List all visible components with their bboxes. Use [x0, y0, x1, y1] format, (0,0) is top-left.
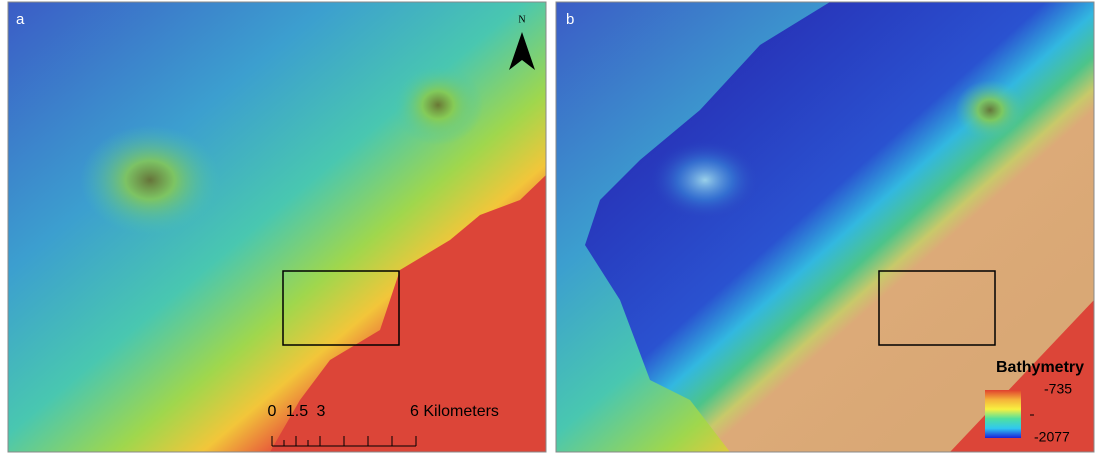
figure: a N 0 1.5 3 6 Kilometers b Bathymetry -7… — [0, 0, 1100, 454]
legend-min: -2077 — [1034, 429, 1070, 445]
north-label: N — [518, 14, 525, 25]
scale-label: 0 — [268, 403, 277, 420]
panel-label: b — [566, 11, 574, 28]
seamount — [650, 140, 760, 220]
seamount — [80, 125, 220, 235]
panel-b — [556, 2, 1094, 452]
scale-label: 1.5 — [286, 403, 308, 420]
legend-max: -735 — [1044, 381, 1072, 397]
color-bar — [985, 390, 1021, 438]
seamount — [955, 80, 1025, 140]
scale-label: 6 Kilometers — [410, 403, 499, 420]
seamount — [393, 65, 483, 145]
panel-label: a — [16, 11, 25, 28]
panel-a — [8, 2, 546, 452]
scale-label: 3 — [317, 403, 326, 420]
legend-title: Bathymetry — [996, 359, 1084, 376]
